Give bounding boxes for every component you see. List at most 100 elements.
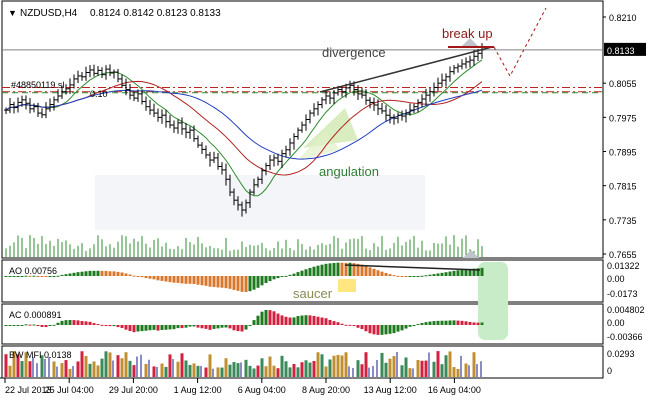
mfi-bar xyxy=(392,356,396,377)
ac-bar xyxy=(380,325,384,335)
price-bar xyxy=(308,109,312,124)
price-bar xyxy=(76,70,80,84)
ac-bar xyxy=(84,321,88,325)
ac-bar xyxy=(116,325,120,328)
price-bar xyxy=(92,64,96,77)
ao-divergence-line[interactable] xyxy=(344,264,481,271)
price-bar xyxy=(368,97,372,109)
mfi-bar xyxy=(440,364,444,377)
ac-bar xyxy=(216,325,220,329)
ac-bar xyxy=(468,321,472,325)
mfi-bar xyxy=(132,365,136,377)
time-tick-label: 22 Jul 2013 xyxy=(5,385,52,395)
indicator-tick-label: 0.00 xyxy=(607,318,625,328)
mfi-bar xyxy=(228,364,232,377)
ao-bar xyxy=(432,274,436,276)
current-price-badge xyxy=(604,42,646,56)
ao-bar xyxy=(316,265,320,276)
ao-bar xyxy=(64,274,68,276)
ao-bar xyxy=(176,276,180,283)
price-bar xyxy=(300,121,304,133)
price-bar xyxy=(180,117,184,135)
ac-bar xyxy=(472,322,476,325)
ac-bar xyxy=(236,325,240,332)
price-bar xyxy=(460,59,464,70)
mfi-bar xyxy=(236,363,240,377)
price-bar xyxy=(440,73,444,88)
divergence-label: divergence xyxy=(322,45,386,60)
price-bar xyxy=(332,90,336,105)
mfi-bar xyxy=(240,362,242,377)
price-tick-label: 0.8055 xyxy=(609,79,637,89)
mfi-bar xyxy=(88,363,92,377)
mfi-bar xyxy=(272,365,276,377)
divergence-trendline[interactable] xyxy=(319,46,493,93)
ac-title: AC 0.000891 xyxy=(9,310,62,320)
price-bar xyxy=(84,66,88,81)
ao-bar xyxy=(400,276,404,277)
ac-bar xyxy=(36,325,40,326)
mfi-bar xyxy=(248,365,252,377)
price-bar xyxy=(128,83,132,100)
ac-bar xyxy=(160,325,164,331)
saucer-highlight xyxy=(338,279,356,292)
fractal-up-icon xyxy=(462,38,478,46)
indicator-tick-label: 0.01322 xyxy=(607,261,640,271)
mfi-bar xyxy=(60,363,64,377)
ac-bar xyxy=(52,324,56,326)
time-tick-label: 25 Jul 04:00 xyxy=(45,385,94,395)
price-bar xyxy=(244,199,248,214)
mfi-bar xyxy=(244,359,248,377)
price-bar xyxy=(156,108,160,122)
ao-bar xyxy=(260,276,264,286)
ao-bar xyxy=(188,276,192,284)
price-bar xyxy=(48,98,52,112)
price-bar xyxy=(396,112,400,124)
mfi-bar xyxy=(264,366,268,377)
mfi-bar xyxy=(436,351,440,377)
ac-bar xyxy=(88,321,92,325)
ao-bar xyxy=(480,267,484,276)
price-bar xyxy=(436,77,440,92)
ao-bar xyxy=(404,276,408,277)
price-bar xyxy=(28,98,32,114)
price-bar xyxy=(120,74,124,89)
mfi-bar xyxy=(52,361,56,377)
price-bar xyxy=(304,114,308,131)
price-bar xyxy=(408,103,412,116)
mfi-bar xyxy=(92,361,96,377)
angulation-shade-2 xyxy=(298,130,340,160)
price-bar xyxy=(196,135,200,148)
forecast-path[interactable] xyxy=(493,7,547,78)
price-bar xyxy=(96,66,100,77)
price-bar xyxy=(36,102,40,117)
price-bar xyxy=(100,67,104,79)
ac-bar xyxy=(28,324,32,326)
price-bar xyxy=(124,78,128,96)
ao-bar xyxy=(120,272,124,276)
mfi-bar xyxy=(136,356,138,377)
ac-bar xyxy=(108,325,112,327)
mfi-bar xyxy=(96,365,100,377)
mfi-bar xyxy=(28,361,32,377)
price-bar xyxy=(268,154,272,171)
menu-triangle-icon[interactable]: ▼ xyxy=(8,8,17,18)
ao-bar xyxy=(424,275,428,277)
price-bar xyxy=(136,89,140,102)
order-label[interactable]: #48850119 sl xyxy=(11,80,64,90)
time-tick-label: 1 Aug 12:00 xyxy=(174,385,222,395)
price-bar xyxy=(320,97,324,109)
mfi-bar xyxy=(260,358,264,377)
indicator-tick-label: -0.0173 xyxy=(607,289,638,299)
ao-bar xyxy=(300,270,304,276)
price-bar xyxy=(44,102,48,119)
ac-bar xyxy=(32,324,36,326)
price-bar xyxy=(40,108,44,119)
ac-bar xyxy=(80,321,84,325)
price-bar xyxy=(416,99,420,113)
ac-bar xyxy=(360,325,364,330)
ac-bar xyxy=(480,322,484,325)
ao-bar xyxy=(44,276,48,277)
